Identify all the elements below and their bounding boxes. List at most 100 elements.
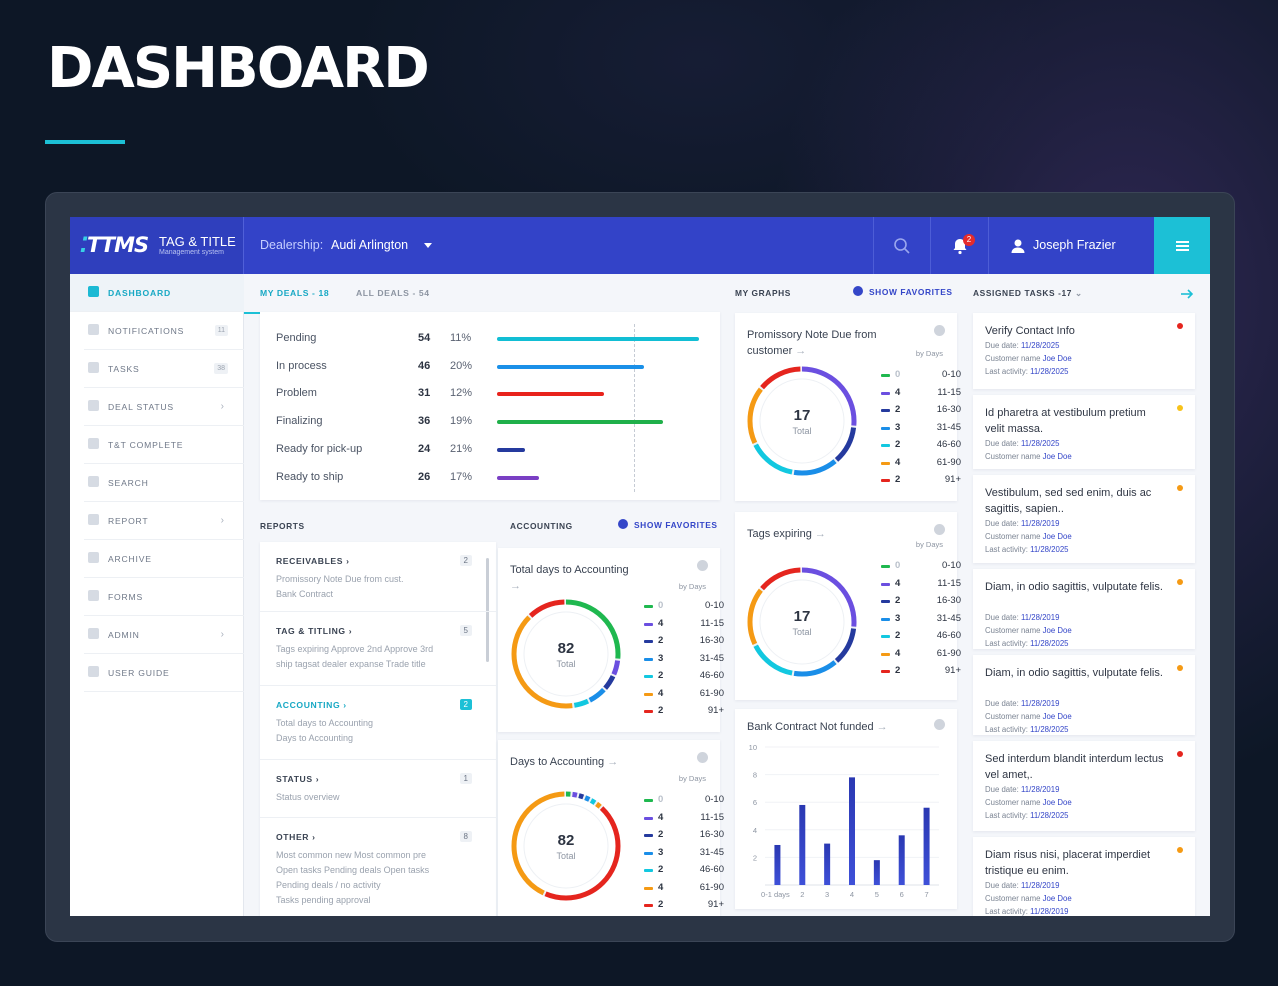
report-group-status[interactable]: STATUS › 1 Status overview xyxy=(260,760,496,818)
sidebar-item-t-t-complete[interactable]: T&T COMPLETE xyxy=(84,426,244,464)
tab-my-deals[interactable]: MY DEALS - 18 xyxy=(260,288,330,298)
sidebar-item-report[interactable]: REPORT › xyxy=(84,502,244,540)
legend-swatch xyxy=(881,461,890,465)
task-title[interactable]: Diam, in odio sagittis, vulputate felis. xyxy=(985,667,1163,679)
y-tick-label: 8 xyxy=(753,771,757,780)
donut-chart xyxy=(511,791,621,901)
report-group-title[interactable]: ACCOUNTING › xyxy=(276,700,347,710)
user-menu[interactable]: Joseph Frazier xyxy=(1033,238,1116,252)
report-links[interactable]: Tags expiring Approve 2nd Approve 3rd sh… xyxy=(276,644,434,669)
legend-swatch xyxy=(881,652,890,656)
deal-status-row[interactable]: Pending 54 11% xyxy=(260,332,720,352)
priority-dot xyxy=(1177,751,1183,757)
card-title[interactable]: Tags expiring → xyxy=(747,528,826,540)
task-card[interactable]: Sed interdum blandit interdum lectus vel… xyxy=(973,741,1195,831)
sidebar-item-forms[interactable]: FORMS xyxy=(84,578,244,616)
report-group-other[interactable]: OTHER › 8 Most common new Most common pre … xyxy=(260,818,496,916)
task-card[interactable]: Diam, in odio sagittis, vulputate felis.… xyxy=(973,655,1195,735)
favorite-star-icon[interactable] xyxy=(934,719,945,730)
legend-item: 4 11-15 xyxy=(644,812,724,828)
sidebar-item-user-guide[interactable]: USER GUIDE xyxy=(84,654,244,692)
deal-status-row[interactable]: Ready for pick-up 24 21% xyxy=(260,443,720,463)
report-group-receivables[interactable]: RECEIVABLES › 2 Promissory Note Due from c… xyxy=(260,542,496,612)
sidebar: DASHBOARD NOTIFICATIONS 11 TASKS 38 DEAL STAT… xyxy=(70,274,244,916)
tab-all-deals[interactable]: ALL DEALS - 54 xyxy=(356,288,430,298)
total-days-accounting-card: Total days to Accounting → by Days 82 Total… xyxy=(498,548,724,732)
task-title[interactable]: Vestibulum, sed sed enim, duis ac sagitt… xyxy=(985,487,1152,515)
dealership-select[interactable]: Audi Arlington xyxy=(331,238,409,252)
sidebar-item-search[interactable]: SEARCH xyxy=(84,464,244,502)
bar xyxy=(898,835,905,885)
user-guide-icon xyxy=(88,666,99,677)
graphs-show-favorites[interactable]: SHOW FAVORITES xyxy=(853,286,953,297)
status-count: 31 xyxy=(418,387,431,400)
assigned-tasks-heading[interactable]: ASSIGNED TASKS -17 ⌄ xyxy=(973,288,1083,298)
legend-item: 4 11-15 xyxy=(644,618,724,634)
legend-item: 4 61-90 xyxy=(644,882,724,898)
task-title[interactable]: Id pharetra at vestibulum pretium velit … xyxy=(985,407,1146,435)
sidebar-item-label: FORMS xyxy=(108,592,144,602)
legend-item: 2 16-30 xyxy=(881,595,961,611)
sidebar-item-label: SEARCH xyxy=(108,478,149,488)
chevron-down-icon[interactable] xyxy=(424,243,432,248)
legend-swatch xyxy=(881,409,890,412)
task-card[interactable]: Id pharetra at vestibulum pretium velit … xyxy=(973,395,1195,469)
deal-status-row[interactable]: Problem 31 12% xyxy=(260,387,720,407)
report-links[interactable]: Total days to Accounting Days to Account… xyxy=(276,718,374,743)
donut-total: 82 Total xyxy=(556,832,576,861)
donut-segment xyxy=(747,567,857,677)
task-title[interactable]: Sed interdum blandit interdum lectus vel… xyxy=(985,753,1164,781)
sidebar-item-tasks[interactable]: TASKS 38 xyxy=(84,350,244,388)
priority-dot xyxy=(1177,485,1183,491)
app-window: ⁚TTMS TAG & TITLE Management system Deal… xyxy=(70,217,1210,916)
donut-segment xyxy=(747,567,857,677)
deal-status-row[interactable]: Finalizing 36 19% xyxy=(260,415,720,435)
accounting-show-favorites[interactable]: SHOW FAVORITES xyxy=(618,519,718,530)
sidebar-item-notifications[interactable]: NOTIFICATIONS 11 xyxy=(84,312,244,350)
sidebar-item-dashboard[interactable]: DASHBOARD xyxy=(70,274,244,312)
task-card[interactable]: Verify Contact Info Due date: 11/28/2025 C… xyxy=(973,313,1195,389)
report-group-accounting[interactable]: ACCOUNTING › 2 Total days to Accounting Da… xyxy=(260,686,496,760)
deal-status-row[interactable]: Ready to ship 26 17% xyxy=(260,471,720,491)
task-title[interactable]: Diam risus nisi, placerat imperdiet tris… xyxy=(985,849,1151,877)
legend-swatch xyxy=(881,374,890,377)
sidebar-item-admin[interactable]: ADMIN › xyxy=(84,616,244,654)
task-card[interactable]: Diam, in odio sagittis, vulputate felis.… xyxy=(973,569,1195,649)
task-card[interactable]: Diam risus nisi, placerat imperdiet tris… xyxy=(973,837,1195,916)
favorite-star-icon[interactable] xyxy=(697,560,708,571)
report-group-title[interactable]: OTHER › xyxy=(276,832,316,842)
task-meta: Due date: 11/28/2019 Customer name Joe Do… xyxy=(985,785,1072,820)
chevron-right-icon: › xyxy=(220,515,224,526)
search-icon[interactable] xyxy=(892,236,912,256)
donut-segment xyxy=(747,567,857,677)
scrollbar[interactable] xyxy=(486,558,489,662)
report-links[interactable]: Most common new Most common pre Open tas… xyxy=(276,850,430,905)
favorite-star-icon[interactable] xyxy=(934,524,945,535)
card-title[interactable]: Days to Accounting → xyxy=(510,756,619,768)
favorite-star-icon[interactable] xyxy=(697,752,708,763)
card-title[interactable]: Bank Contract Not funded → xyxy=(747,721,888,733)
report-group-title[interactable]: TAG & TITLING › xyxy=(276,626,353,636)
task-title[interactable]: Verify Contact Info xyxy=(985,325,1075,337)
sidebar-item-label: REPORT xyxy=(108,516,149,526)
card-title[interactable]: Total days to Accounting → xyxy=(510,564,629,592)
report-links[interactable]: Promissory Note Due from cust. Bank Cont… xyxy=(276,574,404,599)
legend-item: 2 16-30 xyxy=(644,829,724,845)
report-group-tag-titling[interactable]: TAG & TITLING › 5 Tags expiring Approve 2n… xyxy=(260,612,496,686)
logo[interactable]: ⁚TTMS TAG & TITLE Management system xyxy=(70,217,244,274)
donut-segment xyxy=(511,599,621,709)
arrow-right-icon[interactable] xyxy=(1180,288,1194,300)
sidebar-item-deal-status[interactable]: DEAL STATUS › xyxy=(84,388,244,426)
hamburger-menu-button[interactable] xyxy=(1154,217,1210,274)
sidebar-item-archive[interactable]: ARCHIVE xyxy=(84,540,244,578)
task-title[interactable]: Diam, in odio sagittis, vulputate felis. xyxy=(985,581,1163,593)
favorite-star-icon[interactable] xyxy=(934,325,945,336)
deal-status-row[interactable]: In process 46 20% xyxy=(260,360,720,380)
report-group-title[interactable]: RECEIVABLES › xyxy=(276,556,350,566)
card-title[interactable]: Promissory Note Due from customer → xyxy=(747,329,877,357)
divider xyxy=(988,217,989,274)
task-card[interactable]: Vestibulum, sed sed enim, duis ac sagitt… xyxy=(973,475,1195,563)
count-badge: 1 xyxy=(459,773,472,784)
report-group-title[interactable]: STATUS › xyxy=(276,774,320,784)
report-links[interactable]: Status overview xyxy=(276,792,340,802)
